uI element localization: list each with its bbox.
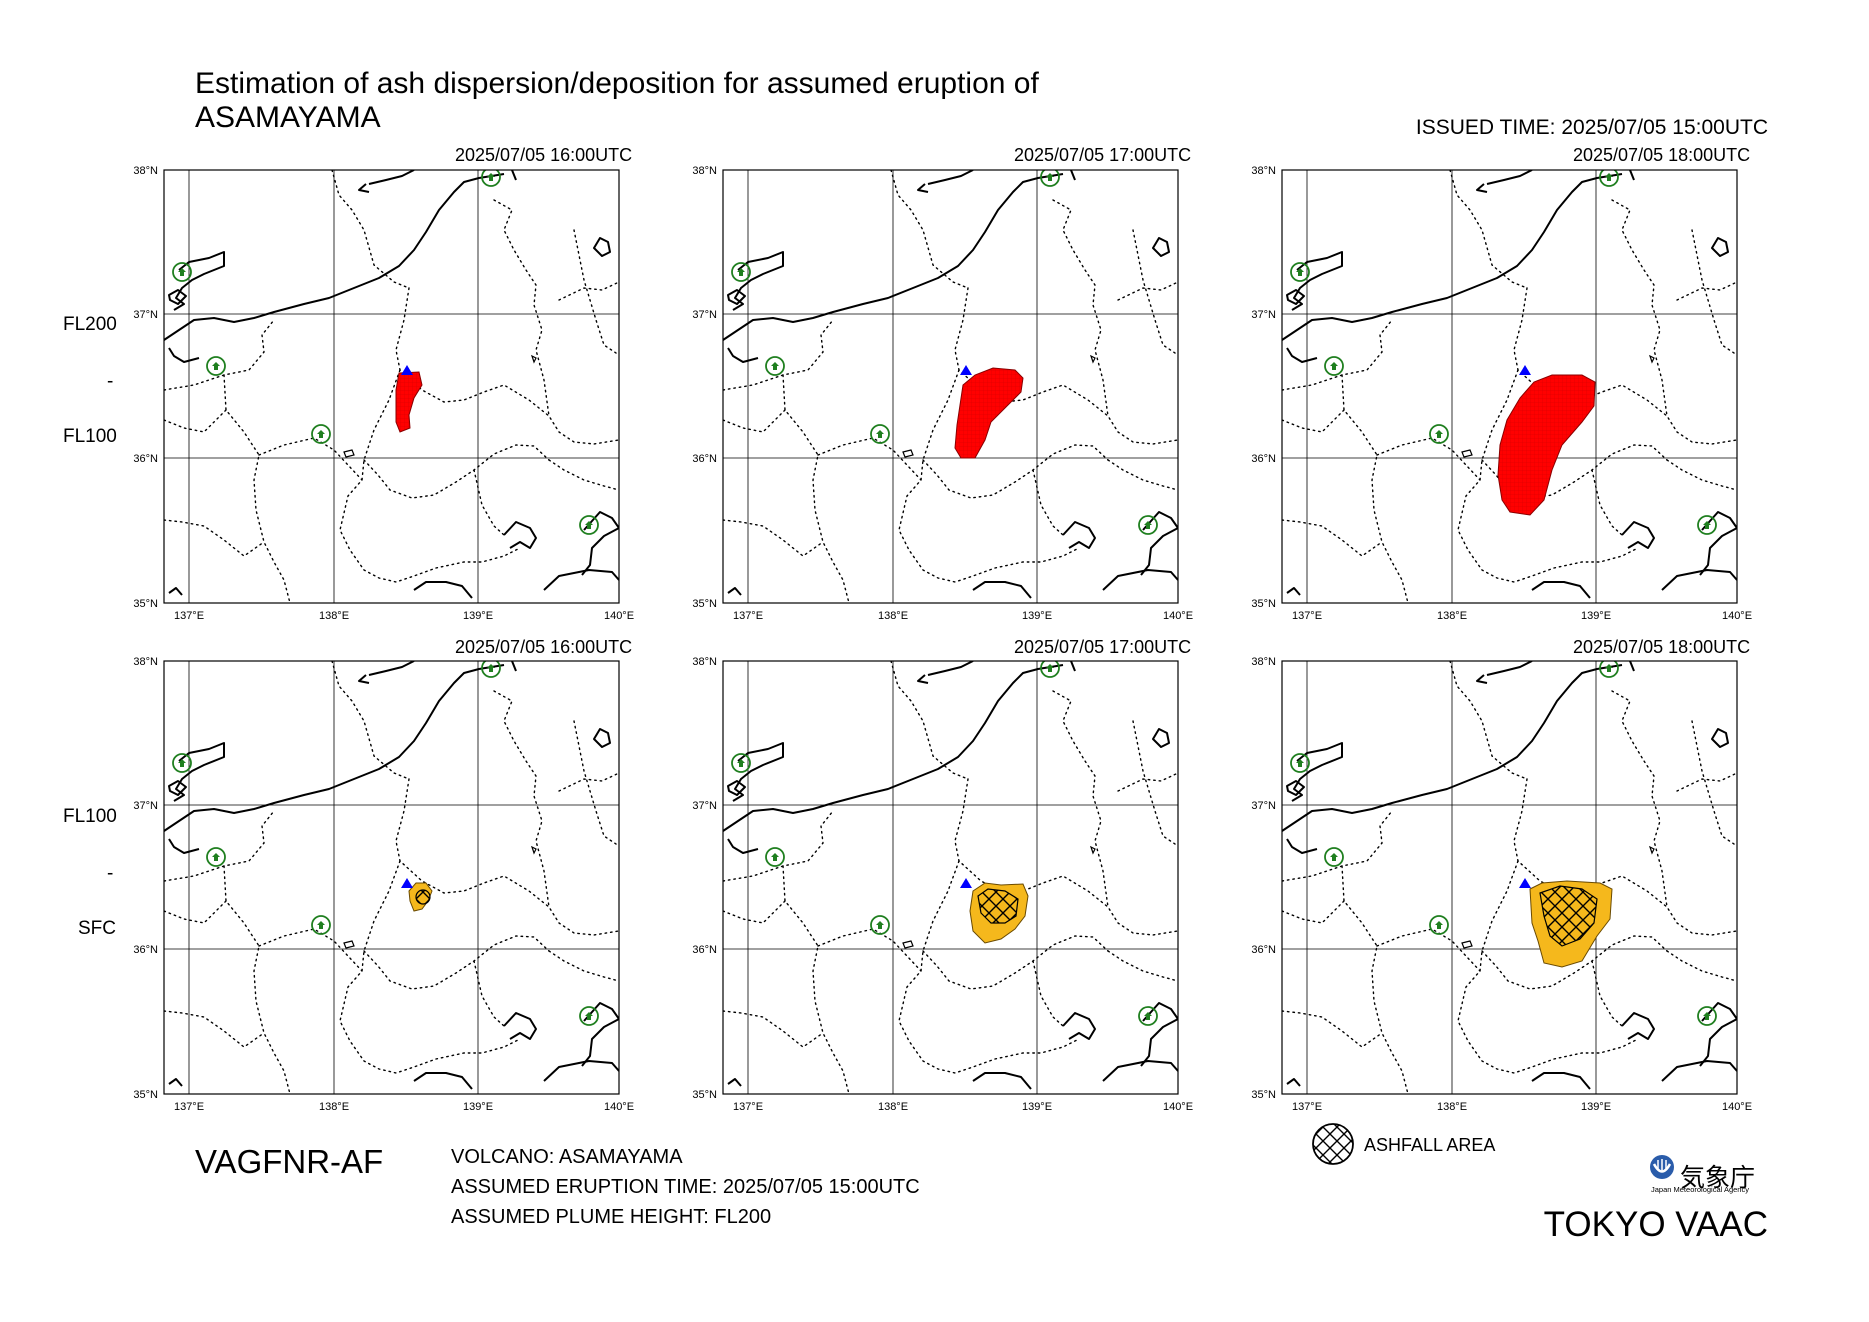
volcano-marker — [1519, 365, 1531, 375]
page-title-line1: Estimation of ash dispersion/deposition … — [195, 67, 1039, 100]
lower-level-dash: - — [107, 863, 114, 884]
panel-1-time: 2025/07/05 16:00UTC — [455, 145, 633, 165]
product-code: VAGFNR-AF — [195, 1143, 384, 1180]
panel-2-time: 2025/07/05 17:00UTC — [1014, 145, 1192, 165]
volcano-marker — [1519, 878, 1531, 888]
volcano-marker — [401, 878, 413, 888]
panel-1-map — [132, 164, 635, 623]
panel-3-map — [1250, 164, 1753, 623]
volcano-name: VOLCANO: ASAMAYAMA — [451, 1146, 683, 1168]
panel-6-map — [1250, 655, 1753, 1114]
ash-cloud-area — [1497, 374, 1596, 516]
agency-name-en: Japan Meteorological Agency — [1651, 1185, 1749, 1194]
panel-5-time: 2025/07/05 17:00UTC — [1014, 637, 1192, 657]
panel-4-time: 2025/07/05 16:00UTC — [455, 637, 633, 657]
ash-cloud-area — [954, 367, 1024, 459]
ash-cloud-area — [395, 371, 423, 433]
ashfall-area — [415, 889, 431, 905]
vaac-name: TOKYO VAAC — [1543, 1205, 1768, 1244]
lower-level-top: FL100 — [63, 806, 117, 827]
agency-name-jp: 気象庁 — [1680, 1164, 1756, 1192]
volcano-marker — [401, 365, 413, 375]
panel-4-map — [132, 655, 635, 1114]
lower-level-bottom: SFC — [78, 918, 116, 939]
issued-time: ISSUED TIME: 2025/07/05 15:00UTC — [1415, 116, 1768, 139]
ashfall-area — [1539, 885, 1598, 947]
upper-level-dash: - — [107, 371, 114, 392]
upper-level-top: FL200 — [63, 314, 117, 335]
volcano-marker — [960, 365, 972, 375]
panel-5-map — [691, 655, 1194, 1114]
ashfall-area — [977, 888, 1019, 924]
page-title-line2: ASAMAYAMA — [195, 101, 381, 134]
jma-logo-icon — [1650, 1155, 1674, 1179]
eruption-time: ASSUMED ERUPTION TIME: 2025/07/05 15:00U… — [451, 1176, 920, 1198]
ashfall-legend-label: ASHFALL AREA — [1364, 1135, 1496, 1155]
ashfall-legend-swatch — [1312, 1123, 1354, 1165]
panel-3-time: 2025/07/05 18:00UTC — [1573, 145, 1751, 165]
panel-6-time: 2025/07/05 18:00UTC — [1573, 637, 1751, 657]
panel-2-map — [691, 164, 1194, 623]
plume-height: ASSUMED PLUME HEIGHT: FL200 — [451, 1206, 772, 1228]
upper-level-bottom: FL100 — [63, 426, 117, 447]
volcano-marker — [960, 878, 972, 888]
